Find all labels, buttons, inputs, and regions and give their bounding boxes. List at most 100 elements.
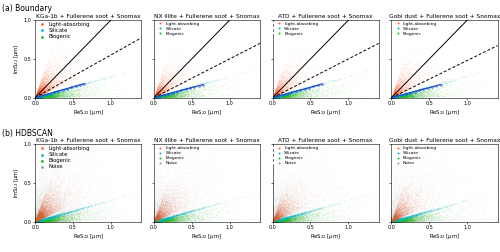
Point [82, 206, 90, 210]
Point [392, 92, 400, 96]
Point [150, 218, 158, 222]
Point [270, 96, 278, 100]
Point [415, 93, 423, 98]
Point [268, 204, 276, 208]
Point [432, 90, 440, 94]
Point [393, 94, 401, 98]
Point [154, 217, 162, 222]
Point [32, 96, 40, 100]
Point [424, 173, 432, 177]
Point [33, 96, 41, 100]
Point [273, 82, 281, 86]
Point [40, 211, 48, 215]
Point [278, 218, 285, 222]
Point [432, 138, 440, 142]
Point [166, 208, 173, 212]
Point [390, 92, 398, 96]
Point [160, 82, 168, 86]
Point [274, 208, 281, 212]
Point [401, 217, 409, 221]
Point [39, 210, 47, 214]
Point [32, 211, 40, 215]
Point [39, 218, 47, 223]
Point [320, 196, 328, 200]
Point [160, 217, 168, 221]
Point [390, 218, 398, 223]
Point [158, 94, 166, 98]
Point [390, 96, 398, 100]
Point [85, 204, 93, 208]
Point [390, 89, 398, 93]
Point [150, 218, 158, 222]
Point [34, 217, 42, 221]
Point [62, 220, 70, 224]
Point [180, 196, 188, 200]
Point [36, 207, 44, 211]
Point [150, 214, 158, 218]
Point [272, 92, 280, 97]
Point [299, 219, 307, 223]
Point [170, 217, 178, 222]
Point [216, 185, 224, 189]
Point [60, 81, 68, 85]
Point [160, 94, 168, 98]
Point [408, 182, 416, 186]
Point [395, 89, 403, 93]
Point [180, 183, 188, 187]
Point [274, 218, 282, 222]
Point [408, 217, 416, 221]
Point [276, 218, 284, 223]
Point [398, 218, 406, 222]
Point [39, 217, 47, 221]
Point [32, 219, 40, 223]
Point [38, 92, 46, 97]
Point [34, 219, 42, 224]
Point [177, 22, 185, 26]
Point [447, 202, 455, 206]
Point [392, 90, 400, 94]
Point [270, 96, 278, 100]
Point [278, 217, 286, 222]
Point [268, 96, 276, 100]
Point [274, 213, 282, 217]
Point [158, 210, 166, 214]
Point [76, 91, 84, 95]
Point [406, 217, 414, 222]
Point [434, 213, 442, 217]
Point [38, 87, 46, 91]
Point [276, 94, 284, 98]
Point [33, 94, 41, 99]
Point [277, 95, 285, 99]
Point [272, 95, 280, 99]
Point [46, 218, 54, 222]
Point [403, 178, 411, 182]
Point [157, 215, 165, 219]
Point [47, 90, 55, 94]
Point [174, 213, 182, 217]
Point [154, 215, 162, 219]
Point [408, 94, 416, 99]
Point [395, 94, 403, 99]
Point [395, 218, 403, 222]
Point [276, 96, 284, 100]
Point [403, 212, 411, 216]
Point [164, 80, 172, 84]
Point [392, 90, 400, 94]
Point [389, 94, 397, 99]
Point [170, 93, 178, 97]
Point [182, 195, 190, 199]
Point [268, 202, 276, 206]
Point [173, 215, 181, 219]
Point [32, 219, 40, 223]
Point [270, 220, 278, 224]
Point [178, 217, 186, 221]
Point [32, 94, 40, 98]
Point [70, 214, 78, 218]
Point [38, 81, 46, 85]
Point [390, 219, 398, 224]
Point [158, 88, 166, 92]
Point [400, 209, 407, 213]
Point [390, 96, 398, 100]
Point [36, 212, 44, 216]
Point [33, 92, 41, 96]
